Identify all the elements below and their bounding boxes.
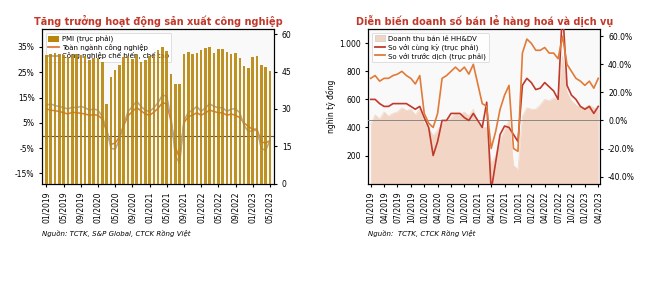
Bar (79, 55, 82, 184)
Bar (243, 66, 246, 184)
Bar (105, 104, 108, 184)
Bar (110, 77, 112, 184)
Bar (196, 53, 198, 184)
Bar (247, 68, 250, 184)
Bar (170, 74, 172, 184)
Bar (92, 58, 95, 184)
Bar (161, 47, 164, 184)
Title: Tăng trưởng hoạt động sản xuất công nghiệp: Tăng trưởng hoạt động sản xuất công nghi… (34, 15, 283, 27)
Bar (153, 55, 155, 184)
Bar (178, 83, 181, 184)
Bar (260, 65, 263, 184)
Bar (265, 67, 267, 184)
Bar (140, 61, 142, 184)
Bar (183, 54, 185, 184)
Bar (118, 65, 121, 184)
Bar (67, 57, 69, 184)
Bar (84, 56, 86, 184)
Bar (234, 53, 237, 184)
Bar (268, 71, 271, 184)
Bar (131, 59, 134, 184)
Bar (144, 60, 146, 184)
Bar (187, 52, 190, 184)
Bar (252, 57, 254, 184)
Bar (97, 58, 99, 184)
Bar (230, 54, 233, 184)
Bar (204, 49, 207, 184)
Legend: PMI (trục phải), Toàn ngành công nghiệp, Công nghiệp chế biến, chế tạo: PMI (trục phải), Toàn ngành công nghiệp,… (46, 33, 172, 62)
Bar (157, 50, 159, 184)
Bar (58, 54, 60, 184)
Bar (71, 55, 73, 184)
Bar (200, 50, 202, 184)
Bar (221, 49, 224, 184)
Bar (88, 60, 91, 184)
Y-axis label: nghìn tỷ đồng: nghìn tỷ đồng (326, 80, 336, 133)
Bar (45, 55, 47, 184)
Bar (122, 57, 125, 184)
Bar (75, 54, 78, 184)
Bar (148, 56, 151, 184)
Bar (166, 51, 168, 184)
Bar (226, 52, 228, 184)
Bar (54, 53, 57, 184)
Bar (217, 49, 220, 184)
Bar (255, 56, 258, 184)
Text: Nguồn:  TCTK, CTCK Rồng Việt: Nguồn: TCTK, CTCK Rồng Việt (369, 230, 476, 237)
Title: Diễn biến doanh số bán lẻ hàng hoá và dịch vụ: Diễn biến doanh số bán lẻ hàng hoá và dị… (356, 15, 613, 27)
Text: Nguồn: TCTK, S&P Global, CTCK Rồng Việt: Nguồn: TCTK, S&P Global, CTCK Rồng Việt (42, 230, 190, 237)
Bar (127, 56, 129, 184)
Bar (135, 55, 138, 184)
Bar (49, 54, 52, 184)
Bar (209, 47, 211, 184)
Bar (114, 70, 116, 184)
Bar (62, 55, 65, 184)
Bar (213, 53, 215, 184)
Bar (191, 54, 194, 184)
Legend: Doanh thu bán lẻ HH&DV, So với cùng kỳ (trục phải), So với trước dịch (trục phải: Doanh thu bán lẻ HH&DV, So với cùng kỳ (… (372, 33, 489, 62)
Bar (174, 83, 177, 184)
Bar (239, 58, 241, 184)
Bar (101, 61, 103, 184)
